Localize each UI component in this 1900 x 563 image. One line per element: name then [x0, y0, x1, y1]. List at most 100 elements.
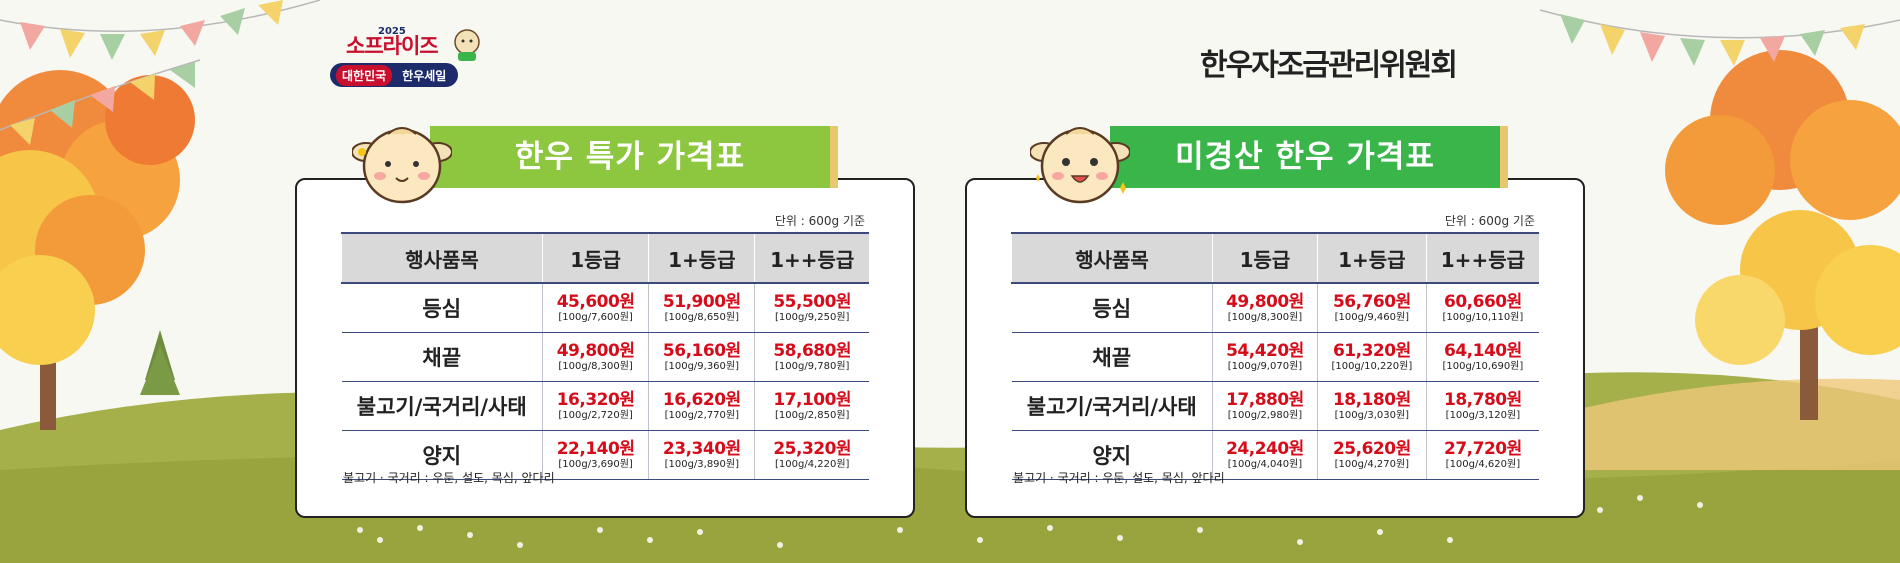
price: 45,600원	[556, 291, 635, 312]
price-cell: 56,760원 [100g/9,460원]	[1316, 283, 1427, 333]
unit-price: [100g/9,070원]	[1227, 360, 1303, 372]
unit-price: [100g/8,650원]	[664, 311, 740, 323]
table-row: 불고기/국거리/사태 17,880원 [100g/2,980원] 18,180원[…	[1011, 381, 1539, 431]
footnote: 불고기 · 국거리 : 우둔, 설도, 목심, 앞다리	[1013, 471, 1225, 485]
price: 51,900원	[662, 291, 741, 312]
price-table: 행사품목 1등급 1+등급 1++등급 등심 49,800원 [100g/8,30…	[1011, 232, 1539, 480]
unit-price: [100g/9,250원]	[774, 311, 850, 323]
price-cell: 55,500원 [100g/9,250원]	[754, 283, 869, 333]
unit-price: [100g/3,120원]	[1445, 409, 1521, 421]
price: 18,780원	[1444, 389, 1522, 410]
header-cell: 행사품목	[1011, 232, 1213, 284]
unit-price: [100g/10,690원]	[1442, 360, 1524, 372]
unit-price: [100g/10,110원]	[1442, 311, 1524, 323]
banner-title: 한우 특가 가격표	[514, 139, 746, 175]
unit-price: [100g/8,300원]	[558, 360, 633, 372]
table-header-row: 행사품목 1등급 1+등급 1++등급	[341, 232, 869, 284]
price-cell: 18,180원 [100g/3,030원]	[1316, 381, 1427, 431]
event-logo: 소프라이즈 2025 대한민국 한우세일	[326, 24, 486, 94]
unit-price: [100g/7,600원]	[558, 311, 633, 323]
unit-price: [100g/2,720원]	[558, 409, 633, 421]
price: 18,180원	[1332, 389, 1411, 410]
price: 64,140원	[1444, 340, 1522, 361]
event-pill: 대한민국 한우세일	[330, 63, 459, 87]
banner-unbred-hanwoo: 미경산 한우 가격표	[1110, 126, 1508, 188]
header-cell: 행사품목	[341, 232, 543, 284]
price-cell: 24,240원 [100g/4,040원]	[1212, 430, 1318, 480]
table-header-row: 행사품목 1등급 1+등급 1++등급	[1011, 232, 1539, 284]
price: 61,320원	[1332, 340, 1411, 361]
table-row: 등심 45,600원 [100g/7,600원] 51,900원 [100g/8,6…	[341, 283, 869, 333]
price: 25,320원	[773, 438, 852, 459]
cow-mascot-icon	[454, 29, 480, 61]
price-cell: 18,780원 [100g/3,120원]	[1425, 381, 1539, 431]
price: 56,760원	[1332, 291, 1411, 312]
price: 56,160원	[662, 340, 741, 361]
table-row: 채끝 49,800원 [100g/8,300원] 56,160원 [100g/9,3…	[341, 332, 869, 382]
unit-price: [100g/3,030원]	[1334, 409, 1410, 421]
price: 23,340원	[662, 438, 741, 459]
price: 17,100원	[773, 389, 852, 410]
price: 24,240원	[1226, 438, 1304, 459]
header-cell: 1등급	[1212, 232, 1318, 284]
event-title: 소프라이즈	[346, 34, 439, 58]
footnote: 불고기 · 국거리 : 우둔, 설도, 목심, 앞다리	[343, 471, 555, 485]
unit-price: [100g/8,300원]	[1227, 311, 1303, 323]
unit-price: [100g/9,780원]	[774, 360, 850, 372]
unit-price: [100g/4,220원]	[774, 458, 850, 470]
header-cell: 1++등급	[1425, 232, 1539, 284]
price-cell: 27,720원 [100g/4,620원]	[1425, 430, 1539, 480]
price: 49,800원	[556, 340, 635, 361]
unit-price: [100g/4,620원]	[1445, 458, 1521, 470]
table-row: 채끝 54,420원 [100g/9,070원] 61,320원 [100g/10,…	[1011, 332, 1539, 382]
event-pill-right: 한우세일	[396, 64, 453, 86]
unit-price: [100g/4,040원]	[1227, 458, 1303, 470]
price-table: 행사품목 1등급 1+등급 1++등급 등심 45,600원 [100g/7,60…	[341, 232, 869, 480]
price: 16,620원	[662, 389, 741, 410]
organization-logo: 한우자조금관리위원회	[1200, 48, 1458, 83]
price-cell: 60,660원 [100g/10,110원]	[1425, 283, 1539, 333]
banner-title: 미경산 한우 가격표	[1175, 139, 1435, 175]
item-name: 불고기/국거리/사태	[1011, 381, 1213, 431]
price-cell: 25,620원 [100g/4,270원]	[1316, 430, 1427, 480]
unit-price: [100g/2,850원]	[774, 409, 850, 421]
item-name: 양지	[1011, 430, 1213, 480]
unit-price: [100g/10,220원]	[1331, 360, 1413, 372]
event-year: 2025	[378, 26, 406, 37]
table-row: 양지 22,140원 [100g/3,690원] 23,340원 [100g/3,8…	[341, 430, 869, 480]
price-cell: 49,800원 [100g/8,300원]	[1212, 283, 1318, 333]
price-cell: 56,160원 [100g/9,360원]	[648, 332, 755, 382]
unit-price: [100g/2,770원]	[664, 409, 740, 421]
table-row: 등심 49,800원 [100g/8,300원] 56,760원 [100g/9,4…	[1011, 283, 1539, 333]
unit-price: [100g/9,460원]	[1334, 311, 1410, 323]
price-cell: 49,800원 [100g/8,300원]	[541, 332, 649, 382]
price-cell: 16,620원 [100g/2,770원]	[648, 381, 755, 431]
unit-price: [100g/2,980원]	[1227, 409, 1303, 421]
price-cell: 45,600원 [100g/7,600원]	[541, 283, 649, 333]
right-tree-illustration	[1665, 50, 1900, 420]
price-cell: 64,140원 [100g/10,690원]	[1425, 332, 1539, 382]
price: 55,500원	[773, 291, 852, 312]
unit-price: [100g/4,270원]	[1334, 458, 1410, 470]
cow-face-excited-icon	[1030, 127, 1130, 204]
price: 49,800원	[1226, 291, 1304, 312]
unit-label: 단위 : 600g 기준	[1444, 214, 1535, 228]
banner-hanwoo-special: 한우 특가 가격표	[430, 126, 838, 188]
price-cell: 17,880원 [100g/2,980원]	[1212, 381, 1318, 431]
price: 17,880원	[1226, 389, 1304, 410]
price-cell: 25,320원 [100g/4,220원]	[754, 430, 869, 480]
header-cell: 1+등급	[1316, 232, 1427, 284]
item-name: 채끝	[341, 332, 543, 382]
header-cell: 1+등급	[648, 232, 755, 284]
price: 25,620원	[1332, 438, 1411, 459]
price: 58,680원	[773, 340, 852, 361]
item-name: 불고기/국거리/사태	[341, 381, 543, 431]
price-cell: 61,320원 [100g/10,220원]	[1316, 332, 1427, 382]
price-cell: 16,320원 [100g/2,720원]	[541, 381, 649, 431]
price-cell: 51,900원 [100g/8,650원]	[648, 283, 755, 333]
price-card-unbred-hanwoo: 단위 : 600g 기준 행사품목 1등급 1+등급 1++등급 등심 49,8…	[965, 178, 1585, 518]
unit-price: [100g/9,360원]	[664, 360, 740, 372]
price-cell: 54,420원 [100g/9,070원]	[1212, 332, 1318, 382]
table-row: 불고기/국거리/사태 16,320원 [100g/2,720원] 16,620원[…	[341, 381, 869, 431]
